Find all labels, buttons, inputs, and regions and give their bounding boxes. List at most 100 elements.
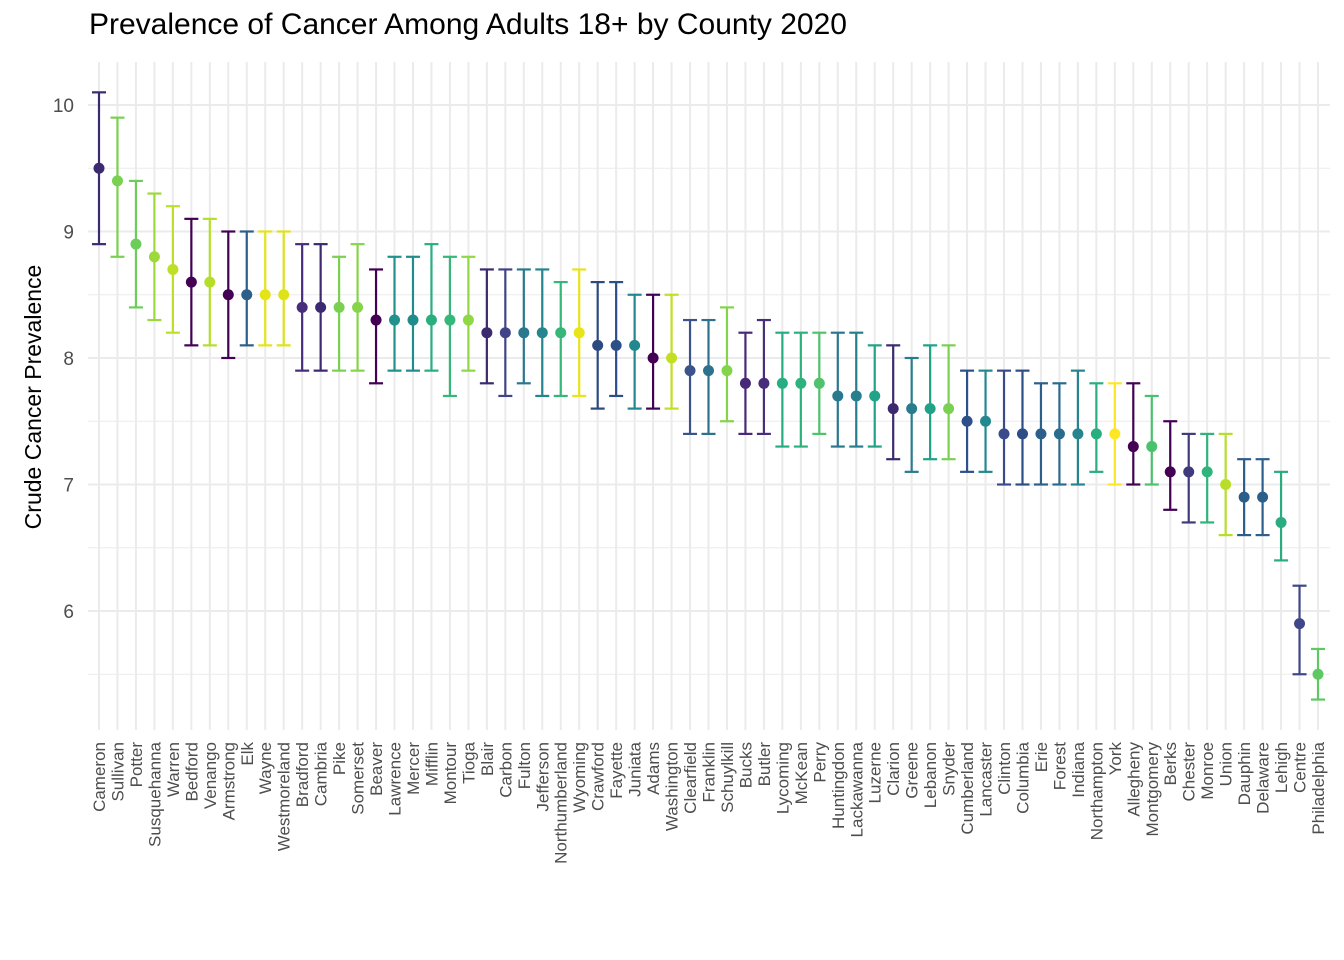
error-bar (1126, 382, 1141, 486)
x-tick-label: Lehigh (1272, 742, 1291, 793)
data-point (204, 276, 216, 288)
error-bar (369, 268, 384, 385)
x-tick-label: Luzerne (866, 742, 885, 803)
x-tick-label: Clearfield (681, 742, 700, 814)
x-tick-label: McKean (792, 742, 811, 804)
data-point (1257, 491, 1269, 503)
x-tick-label: Northumberland (552, 742, 571, 864)
x-tick-label: Huntingdon (829, 742, 848, 829)
error-bar (941, 344, 956, 461)
data-point (832, 390, 844, 402)
x-tick-label: York (1106, 742, 1125, 776)
error-bar (110, 116, 125, 258)
data-point (703, 365, 714, 377)
x-tick-label: Lycoming (773, 742, 792, 814)
error-bar (1015, 369, 1030, 486)
x-tick-label: Cumberland (958, 742, 977, 835)
data-point (333, 301, 345, 313)
x-tick-label: Carbon (496, 742, 515, 798)
data-point (185, 276, 197, 288)
x-tick-label: Union (1217, 742, 1236, 786)
x-tick-label: Clinton (995, 742, 1014, 795)
error-bar (849, 331, 864, 448)
error-bar (258, 230, 273, 347)
chart-title: Prevalence of Cancer Among Adults 18+ by… (89, 8, 847, 41)
data-point (222, 289, 234, 301)
x-tick-label: Susquehanna (145, 741, 164, 846)
data-point (444, 314, 456, 326)
x-tick-label: Fulton (515, 742, 534, 789)
x-tick-label: Somerset (349, 742, 368, 815)
x-tick-label: Wyoming (570, 742, 589, 813)
x-tick-label: Crawford (589, 742, 608, 811)
x-tick-label: Potter (127, 742, 146, 788)
x-tick-label: Erie (1032, 742, 1051, 772)
error-bar (1089, 382, 1104, 473)
data-point (666, 352, 678, 364)
error-bar (775, 331, 790, 448)
x-tick-label: Montgomery (1143, 742, 1162, 837)
data-point (167, 263, 179, 275)
x-tick-label: Mifflin (422, 742, 441, 786)
x-tick-label: Columbia (1013, 741, 1032, 813)
data-point (518, 327, 530, 339)
x-tick-label: Philadelphia (1309, 741, 1328, 834)
error-bar (719, 306, 734, 423)
data-point (850, 390, 862, 402)
data-point (813, 377, 825, 389)
data-point (1090, 428, 1102, 440)
x-tick-label: Northampton (1087, 742, 1106, 840)
data-point (739, 377, 751, 389)
gridlines (88, 62, 1330, 730)
data-point (998, 428, 1010, 440)
data-point (130, 238, 142, 250)
data-point (1072, 428, 1084, 440)
x-tick-label: Montour (441, 742, 460, 805)
x-tick-label: Greene (903, 742, 922, 799)
data-point (924, 403, 936, 415)
error-bar (405, 255, 420, 372)
error-bar (1200, 432, 1215, 524)
x-tick-label: Mercer (404, 742, 423, 795)
y-tick-label: 10 (53, 96, 74, 117)
data-point (869, 390, 881, 402)
y-axis-label: Crude Cancer Prevalence (20, 265, 46, 530)
x-tick-label: Lawrence (386, 742, 405, 816)
error-bar (1292, 584, 1307, 676)
x-tick-label: Fayette (607, 742, 626, 799)
data-point (1183, 466, 1195, 478)
error-bar (387, 255, 402, 372)
x-tick-label: Venango (201, 742, 220, 809)
data-point (721, 365, 733, 377)
data-point (352, 301, 364, 313)
error-bar (997, 369, 1012, 486)
data-point (980, 415, 992, 427)
x-tick-label: Westmoreland (275, 742, 294, 851)
data-point (1053, 428, 1065, 440)
data-point (370, 314, 382, 326)
error-bar (442, 255, 457, 398)
x-tick-label: Butler (755, 742, 774, 787)
data-point (278, 289, 290, 301)
data-point (93, 162, 105, 174)
error-bar (904, 356, 919, 473)
data-point (1275, 516, 1287, 528)
data-point (906, 403, 918, 415)
data-point (148, 251, 160, 263)
y-tick-label: 7 (63, 476, 74, 497)
data-point (961, 415, 973, 427)
x-tick-label: Wayne (256, 742, 275, 794)
x-tick-label: Cameron (90, 742, 109, 812)
error-bar (793, 331, 808, 448)
x-tick-label: Lebanon (921, 742, 940, 808)
data-point (425, 314, 437, 326)
x-tick-label: Centre (1291, 742, 1310, 793)
data-point (1294, 618, 1306, 630)
x-tick-label: Cambria (312, 741, 331, 806)
x-tick-label: Bradford (293, 742, 312, 807)
y-axis-ticks: 6 7 8 9 10 (53, 96, 74, 623)
data-point (629, 339, 641, 351)
data-point (1109, 428, 1121, 440)
data-point (481, 327, 493, 339)
x-tick-label: Bucks (736, 742, 755, 788)
